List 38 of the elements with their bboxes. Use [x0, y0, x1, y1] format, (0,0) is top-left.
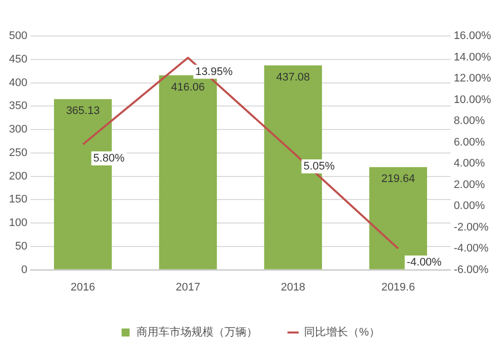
y2-tick-label: -2.00%	[454, 221, 489, 234]
y-tick-label: 250	[8, 146, 28, 159]
y2-tick-label: 0.00%	[454, 200, 486, 212]
y-tick-label: 200	[8, 170, 28, 182]
data-label: 416.06	[171, 81, 205, 94]
y2-tick-label: -4.00%	[454, 242, 489, 255]
y-tick-label: 400	[8, 76, 28, 89]
x-tick-label: 2017	[176, 281, 200, 294]
y-tick-label: 300	[8, 124, 28, 136]
data-label: 365.13	[66, 105, 100, 118]
y-tick-label: 500	[8, 30, 28, 42]
data-label: 5.80%	[93, 152, 125, 164]
data-label: 5.05%	[303, 160, 335, 172]
y2-tick-label: 12.00%	[454, 72, 492, 85]
data-label: -4.00%	[406, 256, 442, 269]
x-tick-label: 2016	[70, 281, 96, 294]
y2-tick-label: 6.00%	[454, 136, 486, 148]
y2-tick-label: 8.00%	[454, 115, 486, 128]
legend-label: 同比增长（%）	[304, 326, 380, 339]
y2-tick-label: 14.00%	[454, 51, 492, 64]
legend-label: 商用车市场规模（万辆）	[136, 326, 258, 339]
x-tick-label: 2018	[280, 281, 306, 294]
y-tick-label: 50	[15, 240, 28, 252]
x-tick-label: 2019.6	[381, 281, 415, 294]
y-tick-label: 450	[8, 53, 28, 66]
y-tick-label: 100	[8, 217, 28, 230]
y-tick-label: 150	[8, 194, 28, 206]
data-label: 437.08	[276, 71, 310, 84]
y-tick-label: 350	[8, 100, 28, 112]
y2-tick-label: 10.00%	[454, 94, 492, 106]
data-label: 219.64	[381, 173, 415, 186]
y2-tick-label: 4.00%	[454, 158, 486, 170]
y2-tick-label: 16.00%	[454, 30, 492, 42]
data-label: 13.95%	[195, 66, 233, 78]
y-tick-label: 0	[21, 264, 28, 276]
bar	[159, 75, 217, 270]
y2-tick-label: 2.00%	[454, 178, 486, 191]
y2-tick-label: -6.00%	[454, 264, 489, 276]
